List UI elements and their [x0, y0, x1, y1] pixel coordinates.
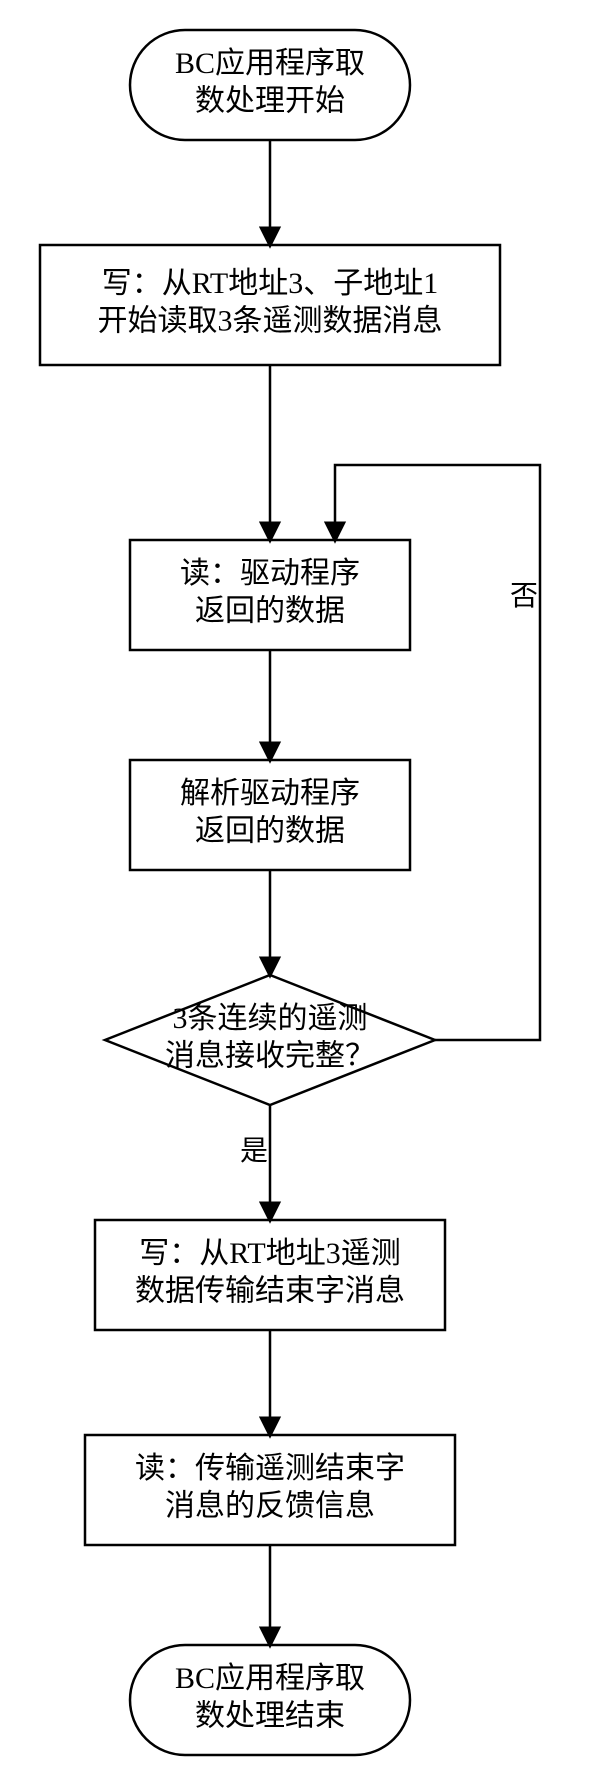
svg-text:数据传输结束字消息: 数据传输结束字消息 — [135, 1275, 405, 1308]
svg-text:消息接收完整？: 消息接收完整？ — [165, 1040, 375, 1073]
edge-label-4: 是 — [240, 1136, 268, 1167]
svg-text:数处理结束: 数处理结束 — [195, 1700, 345, 1733]
svg-text:数处理开始: 数处理开始 — [195, 85, 345, 118]
svg-text:返回的数据: 返回的数据 — [195, 815, 345, 848]
svg-text:BC应用程序取: BC应用程序取 — [175, 1662, 365, 1695]
svg-text:读：传输遥测结束字: 读：传输遥测结束字 — [135, 1452, 405, 1485]
svg-text:消息的反馈信息: 消息的反馈信息 — [165, 1490, 375, 1523]
svg-text:写：从RT地址3遥测: 写：从RT地址3遥测 — [139, 1237, 401, 1270]
svg-text:BC应用程序取: BC应用程序取 — [175, 47, 365, 80]
svg-text:解析驱动程序: 解析驱动程序 — [180, 777, 360, 810]
svg-text:读：驱动程序: 读：驱动程序 — [180, 557, 360, 590]
edge-label-7: 否 — [510, 581, 538, 612]
edge-7 — [335, 465, 540, 1040]
svg-text:返回的数据: 返回的数据 — [195, 595, 345, 628]
svg-text:写：从RT地址3、子地址1: 写：从RT地址3、子地址1 — [102, 267, 439, 300]
svg-text:3条连续的遥测: 3条连续的遥测 — [173, 1002, 368, 1035]
svg-text:开始读取3条遥测数据消息: 开始读取3条遥测数据消息 — [98, 305, 443, 338]
